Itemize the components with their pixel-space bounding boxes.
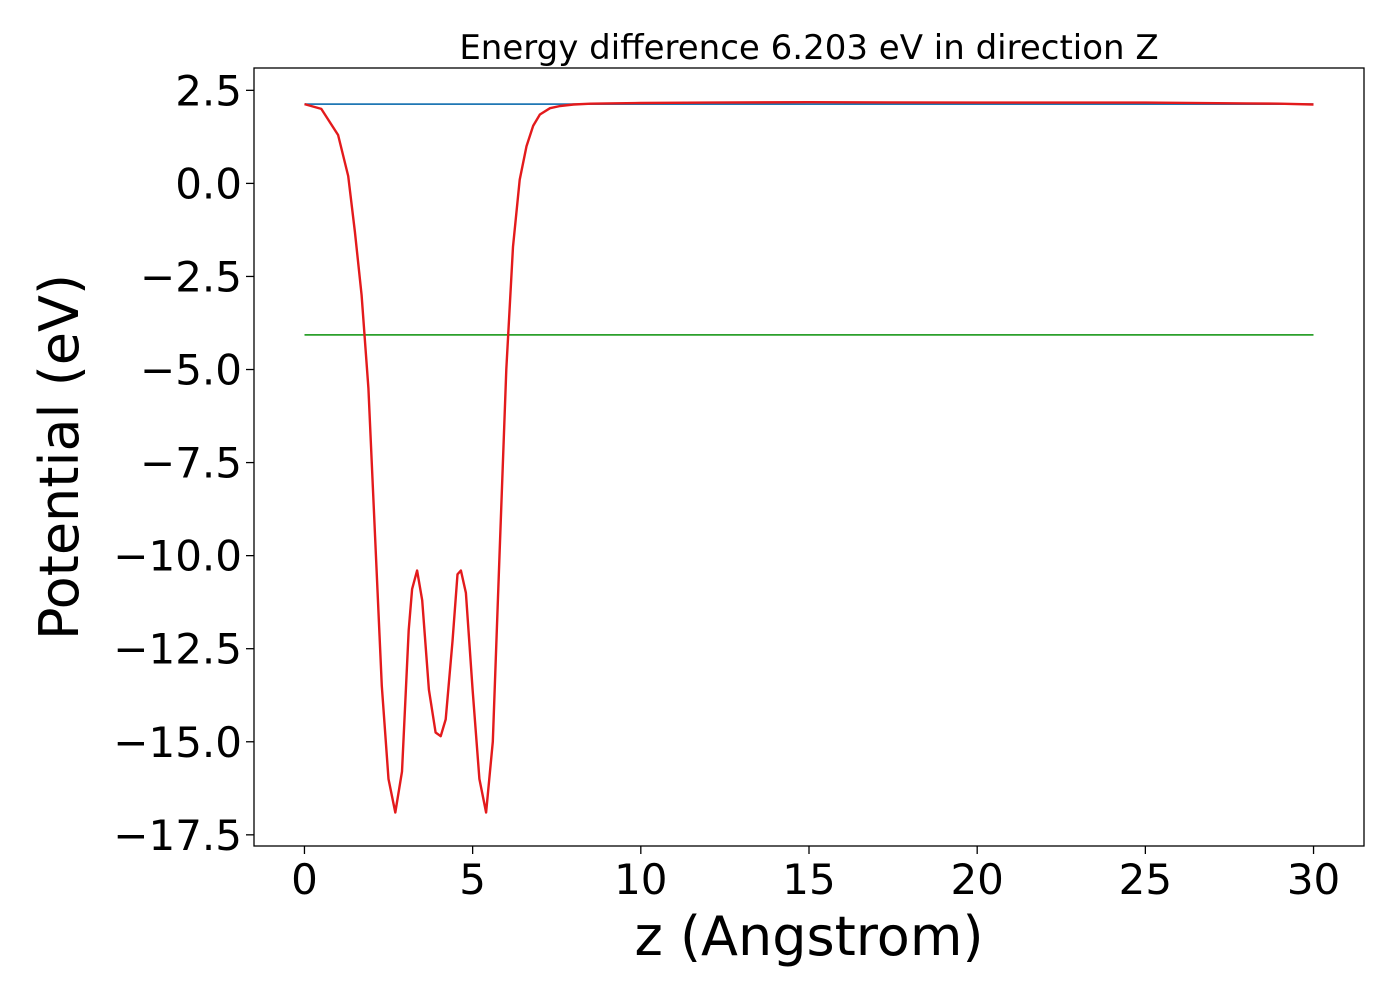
x-tick-label-3: 15	[782, 855, 835, 904]
x-axis-label: z (Angstrom)	[634, 905, 983, 968]
x-tick-label-5: 25	[1119, 855, 1172, 904]
y-tick-label-5: −10.0	[113, 532, 242, 581]
series-layer	[304, 100, 1314, 814]
y-tick-label-2: −2.5	[140, 252, 242, 301]
y-tick-label-6: −12.5	[113, 625, 242, 674]
x-tick-label-6: 30	[1287, 855, 1340, 904]
series-line-2	[304, 100, 1314, 814]
y-axis-label: Potential (eV)	[28, 274, 91, 640]
y-tick-label-7: −15.0	[113, 718, 242, 767]
y-tick-label-8: −17.5	[113, 811, 242, 860]
plot-frame	[253, 67, 1365, 847]
x-tick-label-0: 0	[291, 855, 318, 904]
x-axis-ticks: 0 5 10 15 20 25 30	[291, 846, 1340, 904]
y-tick-label-4: −7.5	[140, 439, 242, 488]
y-tick-label-3: −5.0	[140, 346, 242, 395]
x-tick-label-2: 10	[614, 855, 667, 904]
x-tick-label-1: 5	[459, 855, 486, 904]
x-tick-label-4: 20	[950, 855, 1003, 904]
y-axis-ticks: 2.5 0.0 −2.5 −5.0 −7.5 −10.0 −12.5 −15.0 −17.5	[113, 66, 254, 860]
y-tick-label-0: 2.5	[175, 66, 242, 115]
y-tick-label-1: 0.0	[175, 159, 242, 208]
chart-title: Energy difference 6.203 eV in direction …	[459, 28, 1158, 68]
